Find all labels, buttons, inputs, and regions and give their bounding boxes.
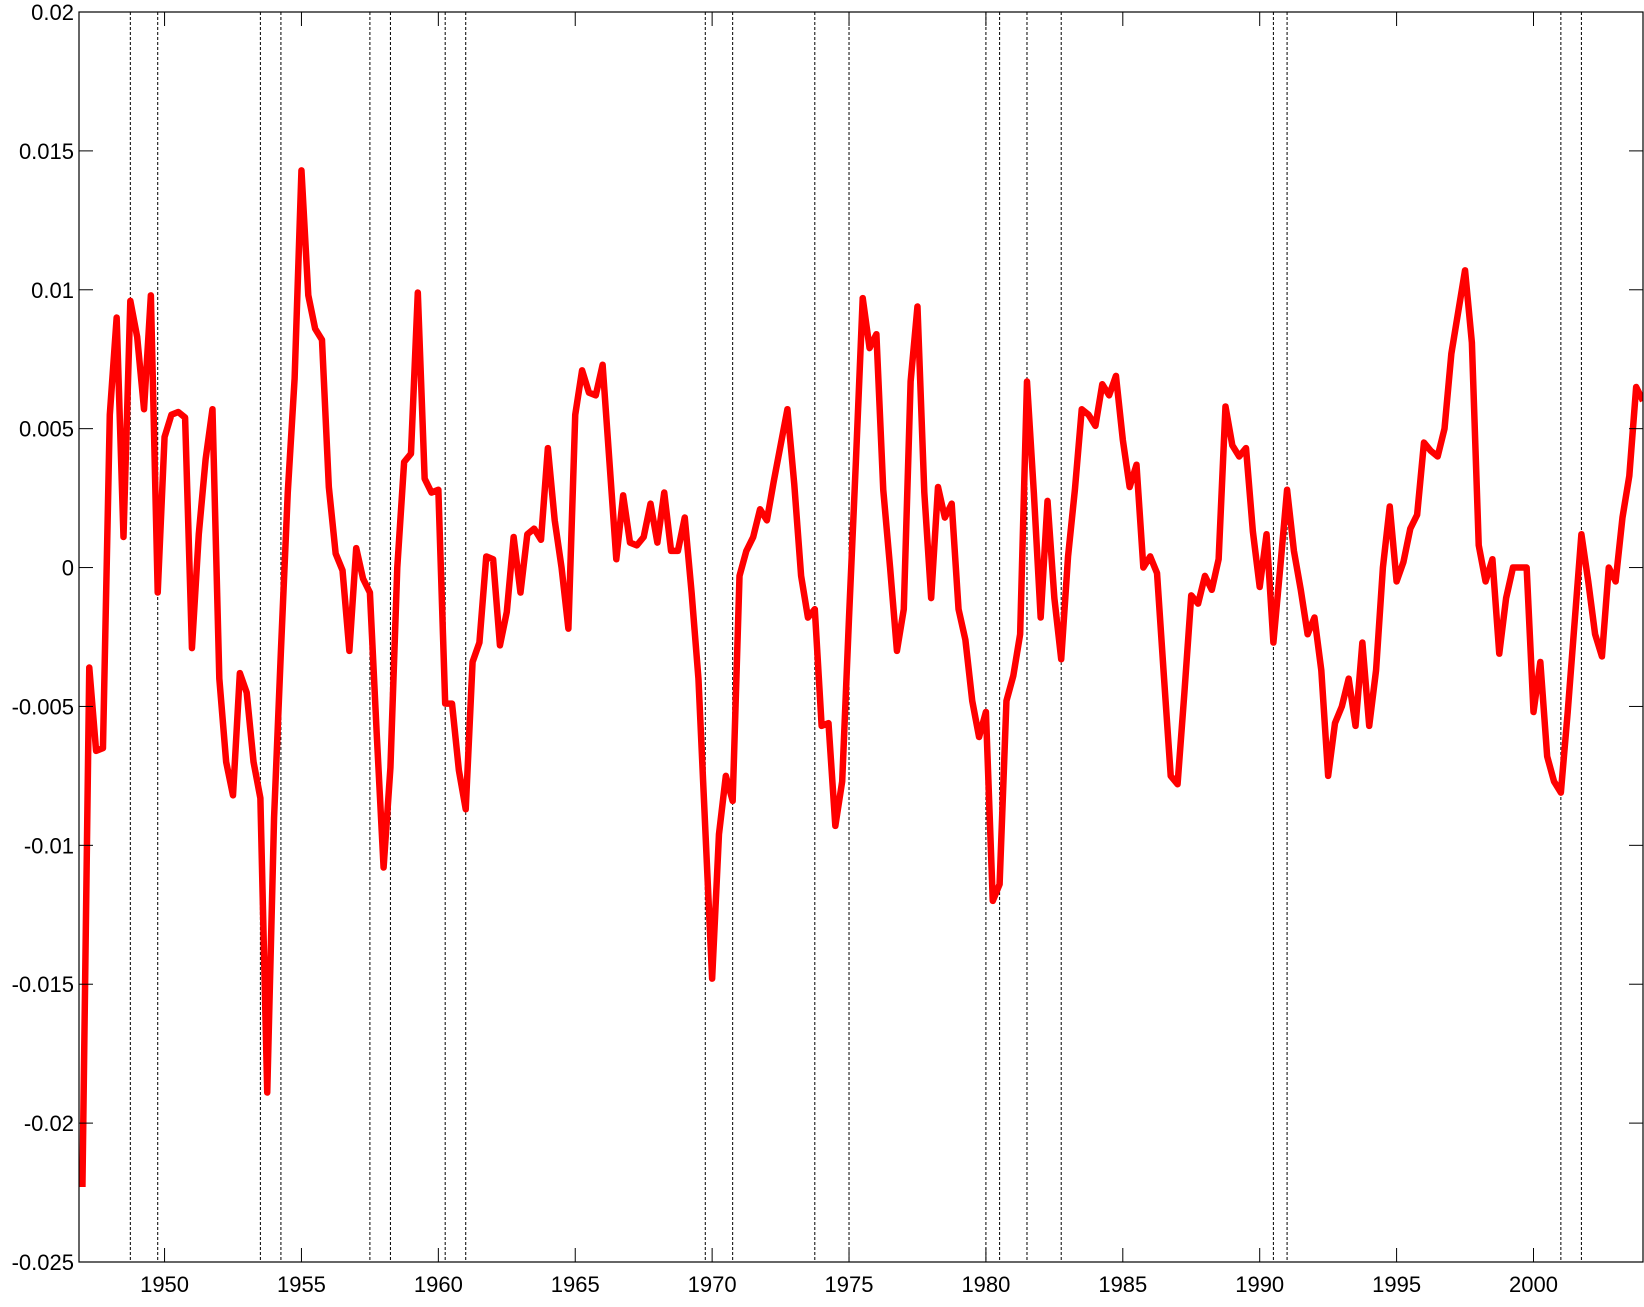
x-tick-label: 1955 bbox=[277, 1272, 326, 1297]
y-tick-label: 0 bbox=[62, 556, 74, 581]
x-tick-label: 1980 bbox=[961, 1272, 1010, 1297]
x-tick-label: 1990 bbox=[1235, 1272, 1284, 1297]
y-tick-label: -0.005 bbox=[12, 694, 74, 719]
y-tick-label: -0.01 bbox=[24, 833, 74, 858]
x-tick-label: 2000 bbox=[1509, 1272, 1558, 1297]
y-tick-label: 0.015 bbox=[19, 139, 74, 164]
axes-box bbox=[78, 11, 1644, 1263]
y-tick-label: -0.02 bbox=[24, 1111, 74, 1136]
x-tick-label: 1960 bbox=[414, 1272, 463, 1297]
x-tick-label: 1970 bbox=[688, 1272, 737, 1297]
axes: -0.025 -0.02 -0.015 -0.01 -0.005 0 0.005 0.01 0.… bbox=[12, 0, 1644, 1297]
data-line bbox=[79, 167, 1643, 1188]
x-tick-label: 1995 bbox=[1372, 1272, 1421, 1297]
y-tick-label: 0.02 bbox=[31, 0, 74, 25]
y-tick-label: 0.005 bbox=[19, 417, 74, 442]
y-tick-label: -0.025 bbox=[12, 1250, 74, 1275]
y-tick-label: -0.015 bbox=[12, 972, 74, 997]
x-tick-label: 1975 bbox=[825, 1272, 874, 1297]
x-tick-label: 1985 bbox=[1098, 1272, 1147, 1297]
x-tick-label: 1950 bbox=[140, 1272, 189, 1297]
y-tick-label: 0.01 bbox=[31, 278, 74, 303]
plot-area bbox=[79, 167, 1643, 1188]
x-tick-label: 1965 bbox=[551, 1272, 600, 1297]
